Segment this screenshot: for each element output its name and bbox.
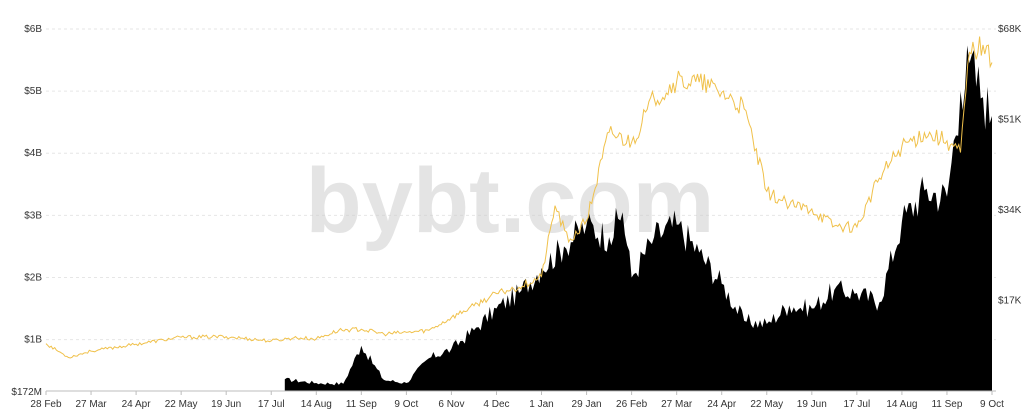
left-tick-label: $6B (24, 24, 42, 35)
right-tick-label: $68K (998, 24, 1022, 35)
x-tick-label: 4 Dec (483, 399, 509, 410)
x-tick-label: 11 Sep (346, 399, 377, 410)
left-axis: $172M $1B $2B $3B $4B $5B $6B (11, 24, 42, 398)
x-tick-label: 24 Apr (122, 399, 152, 410)
left-tick-label: $1B (24, 335, 42, 346)
right-axis: $17K $34K $51K $68K (998, 24, 1022, 307)
black-area-series (284, 45, 992, 391)
x-tick-label: 19 Jun (211, 399, 241, 410)
watermark: bybt.com (306, 150, 715, 252)
x-tick-label: 11 Sep (931, 399, 962, 410)
x-tick-label: 24 Apr (707, 399, 737, 410)
gold-line-series (45, 36, 993, 359)
x-tick-label: 27 Mar (661, 399, 693, 410)
left-tick-label: $5B (24, 86, 42, 97)
left-tick-label: $4B (24, 148, 42, 159)
left-tick-label: $172M (11, 387, 42, 398)
x-tick-label: 14 Aug (886, 399, 917, 410)
left-tick-label: $3B (24, 210, 42, 221)
x-tick-label: 28 Feb (30, 399, 62, 410)
line-series-path (45, 36, 993, 359)
x-axis: 28 Feb 27 Mar 24 Apr 22 May 19 Jun 17 Jul 14 A… (30, 390, 1004, 410)
x-tick-label: 6 Nov (438, 399, 464, 410)
x-tick-label: 9 Oct (394, 399, 418, 410)
left-tick-label: $2B (24, 272, 42, 283)
x-tick-label: 22 May (165, 399, 198, 410)
x-tick-label: 17 Jul (844, 399, 871, 410)
x-tick-label: 26 Feb (616, 399, 648, 410)
right-tick-label: $17K (998, 296, 1022, 307)
x-tick-label: 27 Mar (75, 399, 107, 410)
x-tick-label: 1 Jan (529, 399, 553, 410)
x-tick-label: 19 Jun (797, 399, 827, 410)
x-tick-label: 17 Jul (258, 399, 285, 410)
x-tick-label: 22 May (750, 399, 783, 410)
x-tick-label: 14 Aug (301, 399, 332, 410)
right-tick-label: $51K (998, 115, 1022, 126)
x-tick-label: 9 Oct (980, 399, 1004, 410)
right-tick-label: $34K (998, 205, 1022, 216)
x-tick-label: 29 Jan (572, 399, 602, 410)
area-series-path (284, 45, 992, 391)
